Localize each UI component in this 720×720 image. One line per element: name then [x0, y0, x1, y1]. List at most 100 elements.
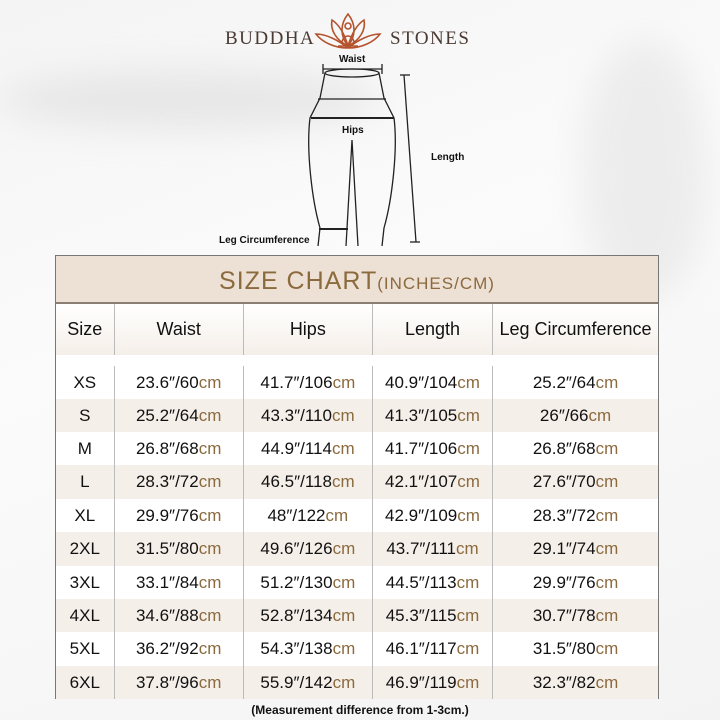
unit-label: cm: [332, 639, 356, 658]
unit-label: cm: [457, 405, 480, 425]
unit-label: cm: [595, 505, 619, 525]
size-cell: 4XL: [56, 599, 115, 632]
measurement-cell: 45.3″/115 cm: [373, 599, 494, 632]
measurement-cell: 46.1″/117 cm: [373, 632, 494, 666]
unit-label: cm: [198, 405, 222, 425]
table-row: 5XL 36.2″/92 cm 54.3″/138 cm 46.1″/117 cm 31.5″…: [56, 632, 658, 666]
measurement-cell: 26″/66 cm: [493, 399, 658, 432]
background-mist: [0, 70, 380, 130]
footer-note: (Measurement difference from 1-3cm.): [251, 703, 469, 717]
measurement-cell: 33.1″/84 cm: [115, 566, 244, 599]
header-cell: Hips: [244, 304, 373, 355]
unit-label: cm: [457, 472, 480, 491]
table-row: L 28.3″/72 cm 46.5″/118 cm 42.1″/107 cm 27.6″/7…: [56, 465, 658, 499]
measurement-value: 29.9″/76: [135, 505, 199, 525]
table-row: XL 29.9″/76 cm 48″/122 cm 42.9″/109 cm 28.3″/72…: [56, 499, 658, 532]
size-cell: XL: [56, 499, 115, 532]
size-cell: S: [56, 399, 115, 432]
unit-label: cm: [595, 472, 619, 491]
measurement-value: 40.9″/104: [385, 372, 458, 392]
measurement-cell: 28.3″/72 cm: [493, 499, 658, 532]
leg-circumference-label: Leg Circumference: [219, 235, 310, 246]
size-cell: 2XL: [56, 532, 115, 566]
measurement-value: 31.5″/80: [135, 539, 199, 558]
measurement-value: 33.1″/84: [135, 572, 199, 592]
measurement-cell: 41.3″/105 cm: [373, 399, 494, 432]
header-cell: Waist: [115, 304, 244, 355]
measurement-value: 42.1″/107: [385, 472, 458, 491]
unit-label: cm: [457, 505, 480, 525]
measurement-cell: 26.8″/68 cm: [115, 432, 244, 465]
size-cell: XS: [56, 366, 115, 399]
brand-left: BUDDHA: [225, 28, 316, 49]
table-row: XS 23.6″/60 cm 41.7″/106 cm 40.9″/104 cm 25.2″/…: [56, 355, 658, 399]
measurement-cell: 37.8″/96 cm: [115, 666, 244, 699]
unit-label: cm: [595, 672, 619, 692]
measurement-value: 26″/66: [539, 405, 589, 425]
measurement-cell: 27.6″/70 cm: [493, 465, 658, 499]
unit-label: cm: [595, 605, 619, 625]
measurement-value: 46.5″/118: [261, 472, 332, 491]
measurement-cell: 34.6″/88 cm: [115, 599, 244, 632]
measurement-value: 55.9″/142: [260, 672, 333, 692]
measurement-value: 41.7″/106: [260, 372, 333, 392]
table-row: M 26.8″/68 cm 44.9″/114 cm 41.7″/106 cm 26.8″/6…: [56, 432, 658, 465]
measurement-cell: 32.3″/82 cm: [493, 666, 658, 699]
size-chart-table: SIZE CHART(INCHES/CM) Size Waist Hips Le…: [55, 255, 659, 699]
measurement-value: 41.3″/105: [385, 405, 458, 425]
unit-label: cm: [198, 572, 222, 592]
header-row: Size Waist Hips Length Leg Circumference: [56, 304, 658, 355]
measurement-cell: 44.9″/114 cm: [244, 432, 373, 465]
measurement-value: 29.1″/74: [532, 539, 596, 558]
measurement-cell: 40.9″/104 cm: [373, 366, 494, 399]
hips-label: Hips: [342, 125, 364, 136]
measurement-cell: 42.9″/109 cm: [373, 499, 494, 532]
measurement-value: 31.5″/80: [532, 639, 596, 658]
unit-label: cm: [198, 472, 222, 491]
size-cell: 3XL: [56, 566, 115, 599]
measurement-cell: 55.9″/142 cm: [244, 666, 373, 699]
measurement-value: 46.1″/117: [385, 639, 457, 658]
unit-label: cm: [331, 405, 355, 425]
measurement-cell: 31.5″/80 cm: [115, 532, 244, 566]
size-chart-title: SIZE CHART(INCHES/CM): [56, 256, 658, 304]
unit-label: cm: [595, 639, 619, 658]
measurement-cell: 25.2″/64 cm: [115, 399, 244, 432]
measurement-value: 42.9″/109: [385, 505, 458, 525]
length-label: Length: [431, 152, 465, 163]
measurement-value: 52.8″/134: [260, 605, 333, 625]
measurement-cell: 31.5″/80 cm: [493, 632, 658, 666]
pants-diagram: [308, 64, 420, 247]
measurement-cell: 48″/122 cm: [244, 499, 373, 532]
measurement-value: 36.2″/92: [135, 639, 199, 658]
measurement-cell: 54.3″/138 cm: [244, 632, 373, 666]
unit-label: cm: [198, 505, 222, 525]
length-measure-line: [403, 74, 417, 243]
header-cell: Length: [373, 304, 494, 355]
title-units: (INCHES/CM): [377, 274, 495, 293]
measurement-cell: 23.6″/60 cm: [115, 366, 244, 399]
measurement-value: 25.2″/64: [135, 405, 199, 425]
table-row: S 25.2″/64 cm 43.3″/110 cm 41.3″/105 cm 26″/66 c…: [56, 399, 658, 432]
unit-label: cm: [457, 372, 480, 392]
measurement-value: 29.9″/76: [532, 572, 596, 592]
unit-label: cm: [331, 472, 355, 491]
unit-label: cm: [198, 372, 222, 392]
title-text: SIZE CHART: [219, 267, 378, 295]
unit-label: cm: [331, 438, 355, 458]
measurement-cell: 41.7″/106 cm: [373, 432, 494, 465]
size-cell: 6XL: [56, 666, 115, 699]
table-row: 6XL 37.8″/96 cm 55.9″/142 cm 46.9″/119 cm 32.3″…: [56, 666, 658, 699]
size-cell: 5XL: [56, 632, 115, 666]
measurement-cell: 46.5″/118 cm: [244, 465, 373, 499]
table-row: 3XL 33.1″/84 cm 51.2″/130 cm 44.5″/113 cm 29.9″…: [56, 566, 658, 599]
measurement-cell: 36.2″/92 cm: [115, 632, 244, 666]
measurement-cell: 52.8″/134 cm: [244, 599, 373, 632]
unit-label: cm: [198, 672, 222, 692]
measurement-cell: 29.9″/76 cm: [115, 499, 244, 532]
measurement-value: 48″/122: [267, 505, 326, 525]
measurement-value: 28.3″/72: [135, 472, 199, 491]
unit-label: cm: [332, 605, 356, 625]
measurement-value: 30.7″/78: [532, 605, 596, 625]
unit-label: cm: [456, 639, 480, 658]
